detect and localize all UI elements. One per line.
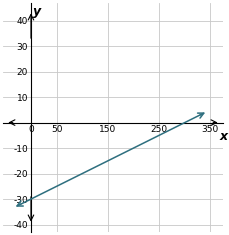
Text: y: y — [33, 5, 41, 18]
Text: x: x — [218, 130, 226, 143]
